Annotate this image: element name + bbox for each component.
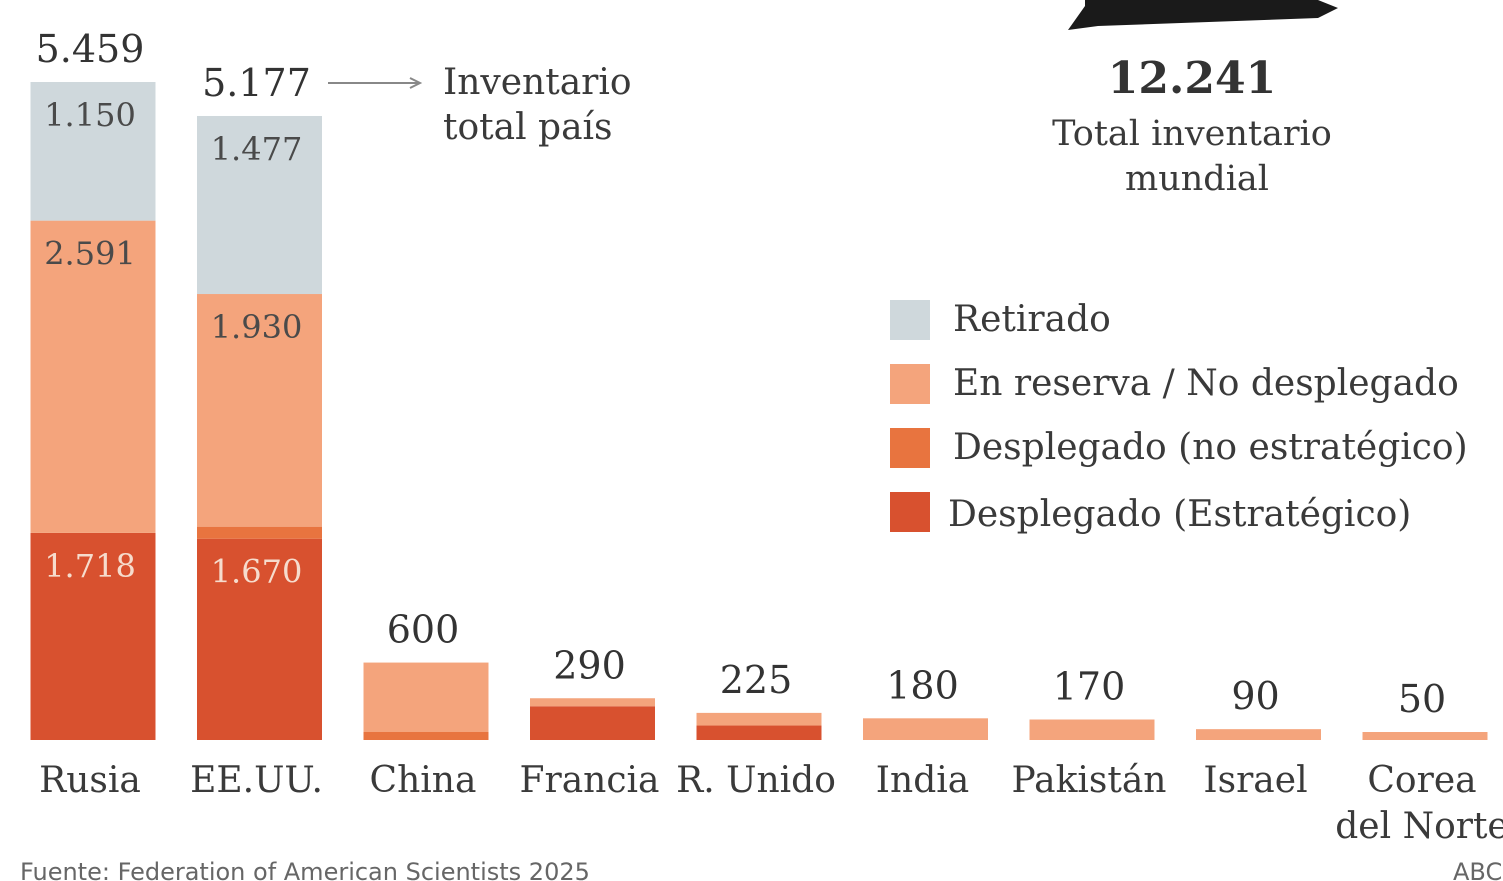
bar-segment-r-unido-desplegado-estrategico [696, 725, 822, 740]
world-total-value: 12.241 [1108, 53, 1276, 104]
bars-layer [30, 82, 1488, 740]
bar-segment-china-en-reserva-no-desplegado [363, 662, 489, 732]
category-label-pakistan: Pakistán [1012, 760, 1167, 801]
segment-label-rusia-desplegado-estrategico: 1.718 [44, 547, 136, 585]
bar-segment-ee-uu-en-reserva-no-desplegado [197, 294, 322, 527]
bar-segment-ee-uu-desplegado-estrategico [197, 538, 322, 740]
legend-label-retirado: Retirado [953, 299, 1111, 340]
missile-icon [1068, 0, 1338, 30]
category-label-india: India [876, 760, 969, 801]
total-label-corea-del-norte: 50 [1398, 677, 1446, 721]
total-label-francia: 290 [553, 643, 626, 687]
segment-label-rusia-retirado: 1.150 [44, 96, 136, 134]
legend-label-reserva: En reserva / No desplegado [953, 363, 1459, 404]
legend-swatch-reserva [890, 364, 930, 404]
category-label-rusia: Rusia [39, 760, 141, 801]
category-label-israel: Israel [1203, 760, 1307, 801]
annotation-line-1: Inventario [443, 62, 632, 103]
bar-segment-pakistan-en-reserva-no-desplegado [1029, 719, 1155, 740]
legend-swatch-retirado [890, 300, 930, 340]
inventory-annotation: Inventario total país [328, 62, 632, 148]
legend-swatch-no-estrategico [890, 428, 930, 468]
legend: Retirado En reserva / No desplegado Desp… [890, 299, 1468, 535]
bar-segment-rusia-en-reserva-no-desplegado [30, 220, 156, 533]
bar-segment-rusia-retirado [30, 82, 156, 221]
bar-segment-israel-en-reserva-no-desplegado [1196, 729, 1321, 740]
bar-segment-ee-uu-desplegado-no-estrategico [197, 526, 322, 539]
total-label-r-unido: 225 [720, 658, 793, 702]
legend-label-estrategico: Desplegado (Estratégico) [948, 494, 1411, 535]
credit-note: ABC [1453, 858, 1502, 881]
total-label-india: 180 [886, 663, 959, 707]
source-note: Fuente: Federation of American Scientist… [20, 858, 590, 881]
bar-segment-india-en-reserva-no-desplegado [863, 718, 988, 740]
category-label-ee-uu: EE.UU. [190, 760, 323, 801]
labels-layer: 1.718 2.591 1.150 5.459 Rusia 1.670 1.930 1.477… [36, 27, 1503, 847]
world-total: 12.241 Total inventario mundial [1052, 53, 1332, 199]
category-label-china: China [370, 760, 477, 801]
bar-segment-r-unido-en-reserva-no-desplegado [696, 712, 822, 726]
world-total-caption-line-2: mundial [1125, 159, 1269, 199]
category-label-francia: Francia [520, 760, 660, 801]
category-label-corea-del-norte-line-2: del Norte [1335, 806, 1503, 847]
bar-segment-corea-del-norte-en-reserva-no-desplegado [1362, 732, 1488, 740]
legend-swatch-estrategico [890, 492, 930, 532]
annotation-line-2: total país [443, 107, 613, 148]
annotation-arrow-head [409, 77, 423, 89]
bar-segment-francia-desplegado-estrategico [530, 706, 655, 740]
bar-segment-ee-uu-retirado [197, 115, 322, 295]
segment-label-ee-uu-desplegado-estrategico: 1.670 [211, 553, 303, 591]
total-label-china: 600 [387, 608, 460, 652]
category-label-corea-del-norte: Corea [1367, 760, 1476, 801]
total-label-ee-uu: 5.177 [202, 61, 311, 105]
total-label-israel: 90 [1231, 674, 1279, 718]
category-label-r-unido: R. Unido [676, 760, 836, 801]
bar-segment-china-desplegado-no-estrategico [363, 732, 489, 740]
bar-segment-rusia-desplegado-estrategico [30, 532, 156, 740]
world-total-caption-line-1: Total inventario [1052, 114, 1332, 154]
legend-label-no-estrategico: Desplegado (no estratégico) [953, 427, 1468, 468]
bar-segment-francia-en-reserva-no-desplegado [530, 698, 655, 707]
segment-label-ee-uu-en-reserva-no-desplegado: 1.930 [211, 308, 303, 346]
segment-label-rusia-en-reserva-no-desplegado: 2.591 [44, 235, 136, 273]
total-label-rusia: 5.459 [36, 27, 145, 71]
segment-label-ee-uu-retirado: 1.477 [211, 130, 303, 168]
total-label-pakistan: 170 [1053, 665, 1126, 709]
